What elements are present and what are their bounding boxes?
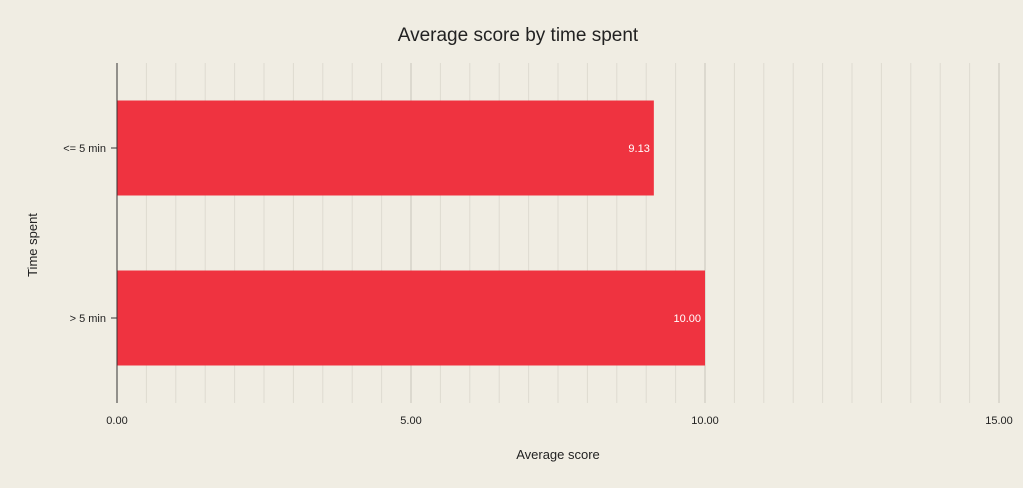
x-tick-label: 5.00: [400, 415, 421, 427]
x-axis-title: Average score: [516, 447, 600, 462]
bar-data-label: 10.00: [673, 313, 701, 325]
y-tick-label: > 5 min: [70, 313, 106, 325]
x-tick-label: 10.00: [691, 415, 719, 427]
bar: [117, 100, 654, 196]
y-axis-title: Time spent: [25, 213, 40, 277]
axes: 0.00 5.00 10.00 15.00 <= 5 min > 5 min: [63, 63, 1013, 427]
y-tick-label: <= 5 min: [63, 143, 106, 155]
bars: 9.13 10.00: [117, 100, 705, 366]
bar: [117, 270, 705, 366]
bar-data-label: 9.13: [628, 143, 649, 155]
chart-title: Average score by time spent: [398, 25, 639, 46]
x-tick-label: 15.00: [985, 415, 1013, 427]
x-tick-label: 0.00: [106, 415, 127, 427]
